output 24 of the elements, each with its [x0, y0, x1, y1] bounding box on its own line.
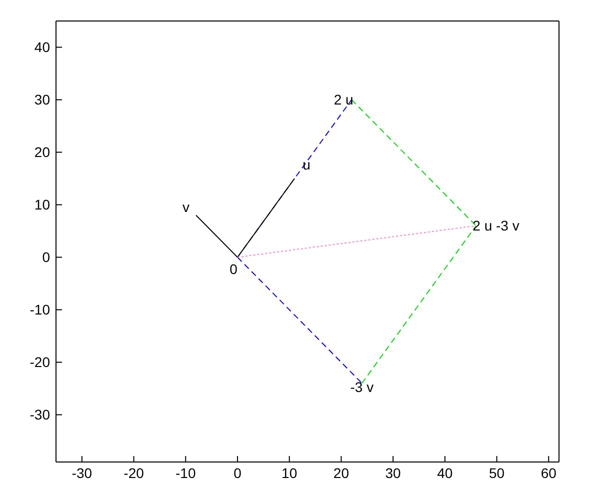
y-tick-label: 40: [34, 39, 50, 56]
x-tick-label: -20: [124, 464, 144, 481]
annotation: 2 u -3 v: [472, 218, 520, 234]
x-tick-label: 0: [234, 464, 242, 481]
y-tick-label: -30: [30, 406, 50, 423]
x-tick-label: 20: [333, 464, 350, 481]
annotation: 0: [230, 261, 238, 278]
x-tick-label: 40: [437, 464, 453, 481]
y-tick-label: 20: [34, 144, 50, 160]
x-tick-label: 10: [282, 464, 298, 481]
x-tick-label: 30: [385, 464, 402, 481]
x-tick-label: 60: [540, 464, 557, 481]
y-tick-label: 30: [34, 92, 50, 108]
annotation: u: [302, 156, 310, 172]
x-tick-label: -30: [72, 464, 92, 481]
annotation: 2 u: [334, 92, 354, 108]
y-tick-label: 0: [42, 249, 50, 266]
y-tick-label: -10: [30, 302, 50, 318]
annotation: v: [182, 199, 190, 216]
y-tick-label: -20: [30, 354, 50, 370]
x-tick-label: -10: [176, 464, 196, 481]
x-tick-label: 50: [488, 464, 505, 481]
y-tick-label: 10: [34, 196, 50, 213]
annotation: -3 v: [350, 379, 374, 396]
